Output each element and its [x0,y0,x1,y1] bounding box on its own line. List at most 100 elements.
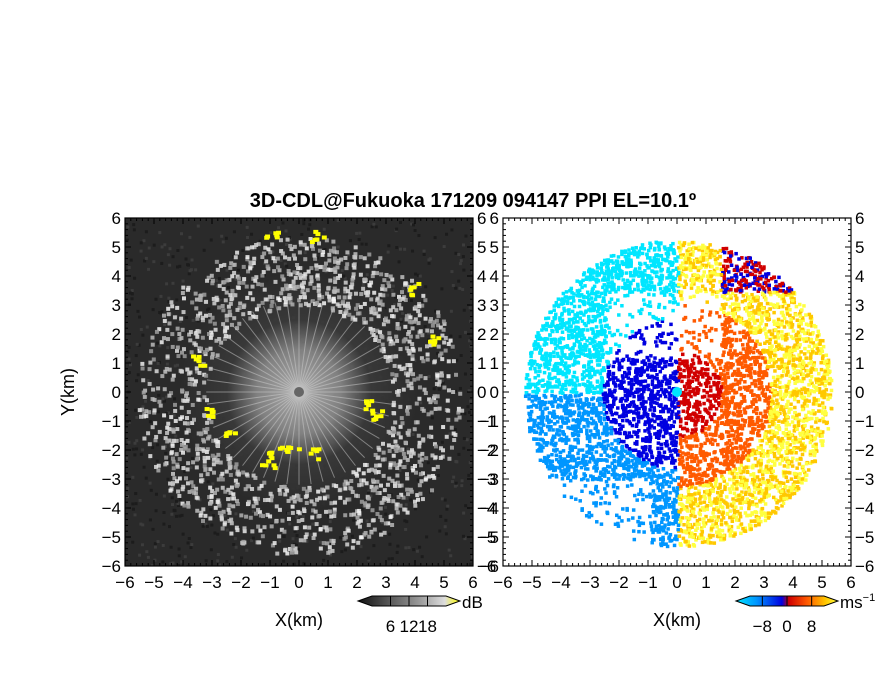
y-tick-label: −1 [480,412,499,431]
x-tick-label: 1 [323,573,332,592]
velocity-colorbar-unit-exponent: −1 [863,592,876,604]
x-tick-label: 3 [759,573,768,592]
y-tick-label: 0 [490,383,499,402]
reflectivity-colorbar-unit: dB [462,593,483,612]
left-panel: −6 −5 −4 −3 −2 −1 0 1 2 3 4 5 66 65 54 43 32 21 10 0−1 −1−2−… [58,209,496,630]
y-tick-label-right: 1 [477,354,486,373]
chart-title: 3D-CDL@Fukuoka 171209 094147 PPI EL=10.1… [250,190,696,212]
y-tick-label: 4 [112,267,121,286]
y-tick-label-right: 5 [855,238,864,257]
x-tick-label: 2 [352,573,361,592]
y-tick-label-right: −1 [477,412,496,431]
x-tick-label: −2 [231,573,250,592]
y-tick-label: −5 [480,528,499,547]
colorbar-tick-label: 8 [807,617,816,636]
y-tick-label: 6 [490,209,499,228]
y-tick-label: −5 [102,528,121,547]
y-tick-label-right: −5 [855,528,874,547]
left-x-axis-label: X(km) [275,610,323,630]
y-tick-label: 3 [112,296,121,315]
x-tick-label: −6 [493,573,512,592]
x-tick-label: 0 [294,573,303,592]
y-tick-label-right: −4 [855,499,874,518]
right-panel: −6 −5 −4 −3 −2 −1 0 1 2 3 4 5 66 65 54 43 32 21 10 0−1 −1−2−… [480,209,875,630]
y-tick-label-right: 3 [477,296,486,315]
velocity-colorbar: −8 0 8 ms−1 [734,592,875,636]
y-tick-label: 1 [112,354,121,373]
y-tick-label-right: −2 [477,441,496,460]
velocity-field [523,240,834,549]
colorbar-tick-label: 6 [386,617,395,636]
y-tick-label: 5 [490,238,499,257]
y-tick-label: 0 [112,383,121,402]
y-tick-label-right: 0 [855,383,864,402]
y-tick-label-right: −6 [477,557,496,576]
y-axis-label: Y(km) [58,368,78,416]
y-tick-label-right: 1 [855,354,864,373]
y-tick-label: −4 [480,499,499,518]
y-tick-label-right: 6 [855,209,864,228]
x-tick-label: −5 [522,573,541,592]
y-tick-label: −4 [102,499,121,518]
y-tick-label-right: −5 [477,528,496,547]
x-tick-label: 2 [730,573,739,592]
y-tick-label-right: 4 [855,267,864,286]
y-tick-label: 6 [112,209,121,228]
x-tick-label: −4 [551,573,570,592]
x-tick-label: 4 [410,573,419,592]
y-tick-label-right: 2 [855,325,864,344]
x-tick-label: 5 [439,573,448,592]
x-tick-label: 0 [672,573,681,592]
x-tick-label: −4 [173,573,192,592]
x-tick-label: 3 [381,573,390,592]
y-tick-label: −3 [480,470,499,489]
colorbar-tick-label: 0 [782,617,791,636]
y-tick-label-right: 6 [477,209,486,228]
x-tick-label: 6 [468,573,477,592]
colorbar-tick-label: −8 [753,617,772,636]
x-tick-label: −3 [202,573,221,592]
x-tick-label: 4 [788,573,797,592]
y-tick-label: −1 [102,412,121,431]
y-tick-label-right: 5 [477,238,486,257]
colorbar-tick-label: 18 [418,617,437,636]
x-tick-label: −5 [144,573,163,592]
x-tick-label: −1 [260,573,279,592]
x-tick-label: −3 [580,573,599,592]
y-tick-label-right: 3 [855,296,864,315]
y-tick-label-right: −6 [855,557,874,576]
y-tick-label: 4 [490,267,499,286]
y-tick-label: 1 [490,354,499,373]
y-tick-label: 2 [490,325,499,344]
y-tick-label: 5 [112,238,121,257]
y-tick-label-right: −2 [855,441,874,460]
x-tick-label: 5 [817,573,826,592]
velocity-colorbar-unit: ms−1 [840,592,875,612]
y-tick-label-right: −3 [855,470,874,489]
y-tick-label-right: −3 [477,470,496,489]
x-tick-label: −2 [609,573,628,592]
y-tick-label: −6 [480,557,499,576]
colorbar-tick-label: 12 [400,617,419,636]
x-tick-label: −6 [115,573,134,592]
y-tick-label-right: 4 [477,267,486,286]
reflectivity-field [125,218,473,566]
y-tick-label: −6 [102,557,121,576]
y-tick-label-right: −4 [477,499,496,518]
y-tick-label: −3 [102,470,121,489]
y-tick-label-right: −1 [855,412,874,431]
left-axis-ticks: −6 −5 −4 −3 −2 −1 0 1 2 3 4 5 66 65 54 43 32 21 10 0−1 −1−2−… [102,209,497,592]
y-tick-label-right: 0 [477,383,486,402]
y-tick-label: −2 [480,441,499,460]
y-tick-label: 2 [112,325,121,344]
x-tick-label: −1 [638,573,657,592]
x-tick-label: 1 [701,573,710,592]
y-tick-label: 3 [490,296,499,315]
y-tick-label: −2 [102,441,121,460]
x-tick-label: 6 [846,573,855,592]
reflectivity-colorbar: 6 12 18 dB [356,593,483,636]
y-tick-label-right: 2 [477,325,486,344]
right-x-axis-label: X(km) [653,610,701,630]
right-axis-ticks: −6 −5 −4 −3 −2 −1 0 1 2 3 4 5 66 65 54 43 32 21 10 0−1 −1−2−… [480,209,875,592]
